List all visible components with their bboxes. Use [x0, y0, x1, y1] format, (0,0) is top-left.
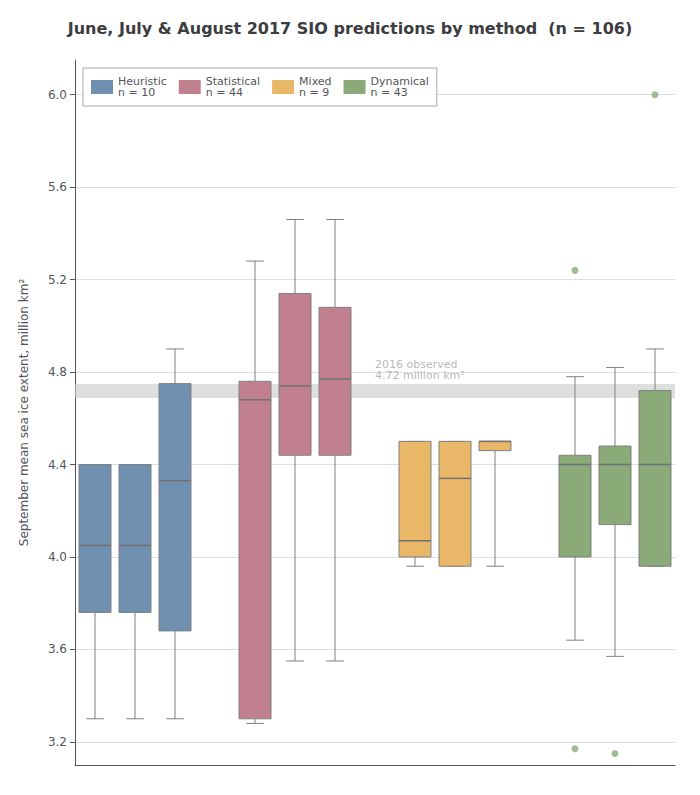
svg-text:5.2: 5.2: [48, 273, 67, 287]
svg-text:4.8: 4.8: [48, 365, 67, 379]
svg-text:n = 10: n = 10: [118, 86, 155, 99]
svg-text:5.6: 5.6: [48, 180, 67, 194]
svg-text:Dynamical: Dynamical: [370, 75, 429, 88]
svg-text:Statistical: Statistical: [205, 75, 261, 88]
svg-text:Heuristic: Heuristic: [118, 75, 167, 88]
svg-text:n = 9: n = 9: [299, 86, 329, 99]
svg-text:September mean sea ice extent,: September mean sea ice extent, million k…: [17, 279, 31, 547]
svg-text:6.0: 6.0: [48, 88, 67, 102]
svg-text:June, July & August 2017 SIO p: June, July & August 2017 SIO predictions…: [67, 19, 632, 38]
svg-text:3.2: 3.2: [48, 735, 67, 749]
svg-text:4.4: 4.4: [48, 458, 67, 472]
svg-text:n = 44: n = 44: [206, 86, 243, 99]
svg-text:n = 43: n = 43: [371, 86, 408, 99]
svg-text:3.6: 3.6: [48, 642, 67, 656]
svg-text:Mixed: Mixed: [299, 75, 332, 88]
svg-text:2016 observed: 2016 observed: [375, 357, 458, 371]
svg-text:4.72 million km²: 4.72 million km²: [375, 369, 465, 382]
svg-text:4.0: 4.0: [48, 550, 67, 564]
